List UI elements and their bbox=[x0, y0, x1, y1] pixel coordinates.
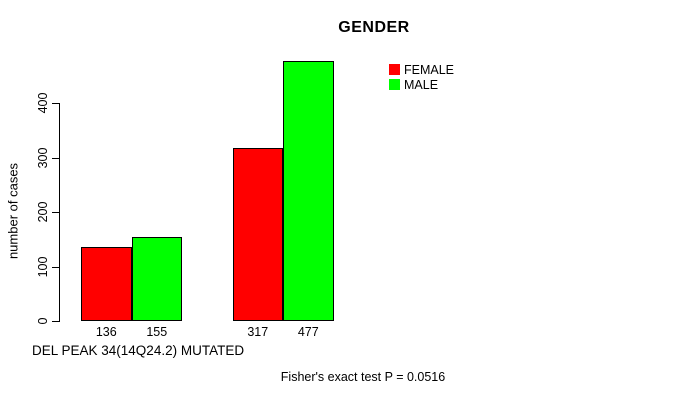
y-tick-label: 0 bbox=[36, 317, 50, 325]
y-tick bbox=[52, 103, 59, 104]
legend-item-female: FEMALE bbox=[389, 62, 454, 77]
annotation-text: Fisher's exact test P = 0.0516 bbox=[280, 370, 446, 384]
y-tick bbox=[52, 157, 59, 159]
y-tick-label: 400 bbox=[36, 92, 50, 114]
y-tick bbox=[52, 266, 59, 268]
x-axis-label: DEL PEAK 34(14Q24.2) MUTATED bbox=[32, 343, 245, 358]
legend-swatch-icon bbox=[389, 79, 400, 90]
legend: FEMALE MALE bbox=[389, 62, 454, 92]
y-tick-label: 200 bbox=[36, 201, 50, 223]
bar-value-label: 477 bbox=[297, 325, 319, 339]
bar-value-label: 155 bbox=[146, 325, 168, 339]
legend-item-male: MALE bbox=[389, 77, 454, 92]
bar-male-group1 bbox=[131, 236, 182, 321]
y-axis-label: number of cases bbox=[5, 162, 21, 260]
y-tick-label: 300 bbox=[36, 147, 50, 168]
bar-male-group2 bbox=[283, 61, 334, 321]
y-axis-line bbox=[59, 103, 60, 322]
chart-title: GENDER bbox=[338, 19, 410, 36]
y-tick-label: 100 bbox=[36, 256, 50, 277]
legend-label: MALE bbox=[404, 77, 439, 92]
bar-female-group1 bbox=[81, 246, 132, 321]
bar-value-label: 136 bbox=[95, 325, 117, 339]
legend-swatch-icon bbox=[389, 64, 400, 75]
y-tick bbox=[52, 212, 59, 213]
bar-value-label: 317 bbox=[247, 325, 269, 339]
y-tick bbox=[52, 321, 59, 322]
legend-label: FEMALE bbox=[404, 62, 455, 77]
bar-female-group2 bbox=[232, 148, 283, 321]
